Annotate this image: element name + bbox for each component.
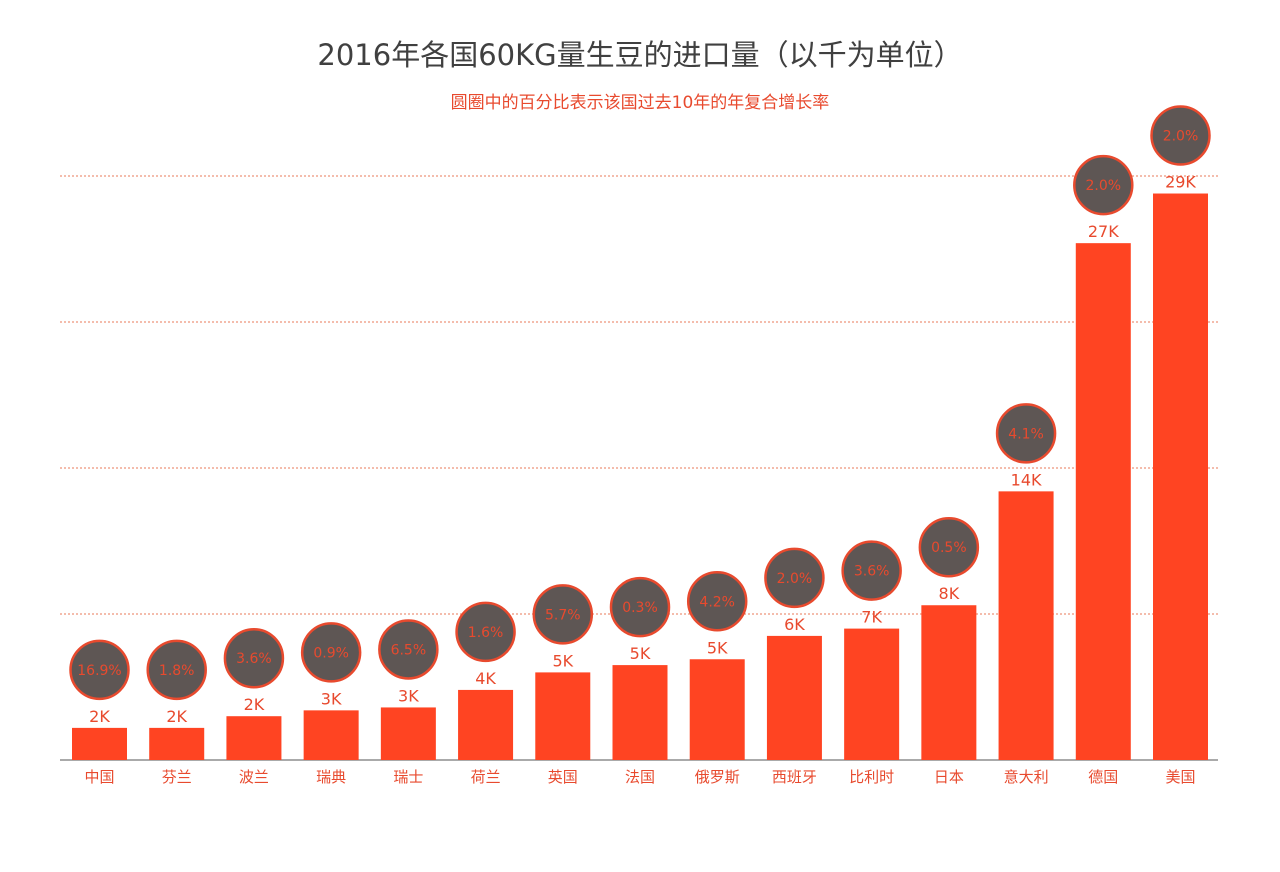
growth-badge-circle	[686, 571, 748, 632]
growth-badge-circle	[995, 403, 1057, 464]
category-label: 俄罗斯	[695, 768, 740, 786]
growth-badge-label: 16.9%	[77, 663, 121, 679]
value-label: 2K	[166, 707, 187, 726]
growth-badge: 6.5%	[378, 619, 439, 680]
value-label: 5K	[630, 644, 651, 663]
value-label: 29K	[1165, 173, 1196, 192]
growth-badge-circle	[918, 516, 980, 578]
growth-badge-label: 5.7%	[545, 607, 581, 623]
bar	[149, 727, 205, 760]
growth-badge-label: 1.6%	[468, 625, 504, 641]
growth-badge-label: 3.6%	[854, 564, 890, 580]
category-label: 芬兰	[162, 768, 192, 786]
value-label: 27K	[1088, 222, 1119, 241]
growth-badge: 4.2%	[686, 571, 748, 632]
growth-badge-circle	[378, 619, 439, 680]
category-label: 荷兰	[471, 768, 501, 786]
category-label: 德国	[1088, 768, 1118, 786]
growth-badge: 3.6%	[841, 540, 902, 601]
growth-badge-circle	[1073, 154, 1134, 216]
growth-badge: 1.8%	[146, 639, 207, 701]
growth-badge: 3.6%	[223, 627, 285, 689]
bar	[1075, 243, 1131, 760]
growth-badge-label: 0.5%	[931, 540, 967, 556]
growth-badge-circle	[764, 547, 825, 609]
bar	[844, 628, 900, 760]
value-label: 14K	[1011, 470, 1042, 489]
category-label: 西班牙	[772, 768, 817, 786]
growth-badge: 1.6%	[455, 601, 516, 663]
growth-badge-label: 3.6%	[236, 651, 272, 667]
value-label: 5K	[707, 638, 728, 657]
value-label: 2K	[244, 695, 265, 714]
growth-badge-label: 0.9%	[313, 645, 349, 661]
value-label: 4K	[475, 669, 496, 688]
growth-badge-label: 2.0%	[1163, 129, 1199, 145]
bar	[72, 727, 127, 760]
bar	[612, 665, 668, 760]
growth-badge-circle	[841, 540, 902, 601]
category-label: 比利时	[849, 768, 894, 786]
growth-badges-group: 16.9% 1.8% 3.6% 0.9% 6.5% 1.6% 5.7% 0.3% 4.2% 2.0…	[69, 105, 1211, 701]
value-label: 5K	[552, 651, 573, 670]
growth-badge-circle	[146, 639, 207, 701]
bar	[921, 605, 977, 760]
bar	[998, 491, 1054, 760]
growth-badge: 2.0%	[764, 547, 825, 609]
category-labels-group: 中国 芬兰 波兰 瑞典 瑞士 荷兰 英国 法国 俄罗斯 西班牙 比利时 日本 意大利 德国 美国	[84, 768, 1195, 786]
value-label: 3K	[398, 686, 419, 705]
bar	[458, 689, 514, 760]
category-label: 中国	[84, 768, 114, 786]
bar	[535, 672, 591, 760]
category-label: 瑞典	[316, 768, 346, 786]
bar	[689, 659, 745, 760]
growth-badge-label: 0.3%	[622, 600, 658, 616]
value-labels-group: 2K 2K 2K 3K 3K 4K 5K 5K 5K 6K 7K 8K 14K 27K 29K	[89, 173, 1196, 726]
growth-badge-circle	[223, 627, 285, 689]
growth-badge-label: 2.0%	[1085, 178, 1121, 194]
bar	[226, 716, 282, 760]
growth-badge-circle	[1150, 105, 1211, 166]
value-label: 3K	[321, 689, 342, 708]
chart-subtitle: 圆圈中的百分比表示该国过去10年的年复合增长率	[450, 93, 830, 113]
value-label: 2K	[89, 707, 110, 726]
bar	[303, 710, 359, 760]
growth-badge: 0.9%	[300, 622, 362, 683]
growth-badge: 0.3%	[609, 576, 671, 638]
bar	[766, 635, 822, 760]
growth-badge: 16.9%	[69, 639, 130, 701]
category-label: 意大利	[1004, 768, 1049, 786]
growth-badge-circle	[609, 576, 671, 638]
value-label: 6K	[784, 615, 805, 634]
growth-badge-label: 4.1%	[1008, 426, 1044, 442]
growth-badge-label: 1.8%	[159, 663, 195, 679]
category-label: 波兰	[239, 768, 269, 786]
value-label: 8K	[939, 584, 960, 603]
bar	[1153, 193, 1208, 760]
growth-badge-label: 2.0%	[777, 571, 813, 587]
category-label: 瑞士	[393, 768, 423, 786]
growth-badge-label: 6.5%	[391, 642, 427, 658]
growth-badge-circle	[300, 622, 362, 683]
growth-badge: 2.0%	[1073, 154, 1134, 216]
value-label: 7K	[861, 608, 882, 627]
growth-badge: 2.0%	[1150, 105, 1211, 166]
growth-badge: 0.5%	[918, 516, 980, 578]
category-label: 日本	[934, 768, 964, 786]
growth-badge-circle	[455, 601, 516, 663]
growth-badge: 5.7%	[532, 584, 594, 645]
category-label: 美国	[1165, 768, 1195, 786]
growth-badge-circle	[532, 584, 594, 645]
growth-badge-circle	[69, 639, 130, 701]
growth-badge-label: 4.2%	[699, 594, 735, 610]
chart-title: 2016年各国60KG量生豆的进口量（以千为单位）	[317, 38, 963, 72]
bars-group	[72, 193, 1208, 760]
category-label: 法国	[625, 768, 655, 786]
bar	[380, 707, 436, 760]
category-label: 英国	[548, 768, 578, 786]
growth-badge: 4.1%	[995, 403, 1057, 464]
